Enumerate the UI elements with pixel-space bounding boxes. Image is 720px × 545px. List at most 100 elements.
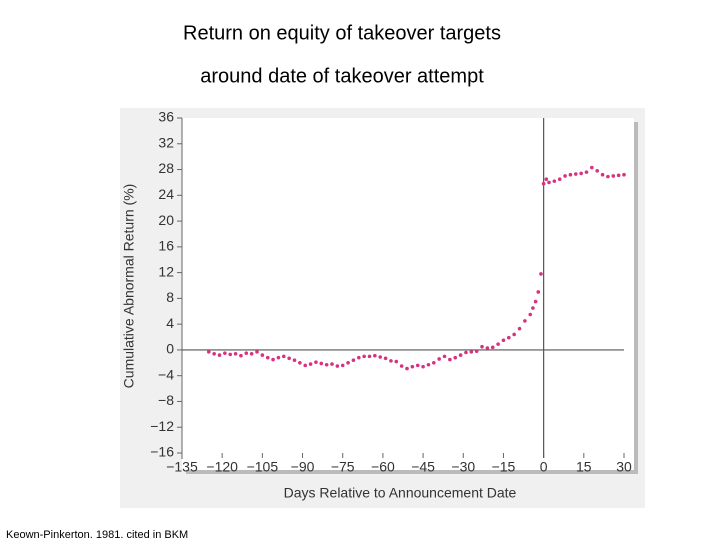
data-point (319, 361, 324, 366)
data-point (298, 361, 302, 365)
data-point (260, 353, 265, 357)
data-point (512, 332, 516, 337)
data-point (405, 366, 409, 371)
data-point (442, 354, 447, 359)
data-point (410, 364, 415, 369)
data-point (523, 319, 527, 323)
x-tick-label: 0 (540, 459, 548, 475)
data-point (271, 357, 275, 362)
data-point (517, 326, 522, 331)
data-point (233, 351, 238, 356)
data-point (453, 355, 458, 360)
y-tick-label: −16 (150, 444, 174, 460)
data-point (212, 351, 216, 356)
data-point (308, 362, 313, 366)
data-point (335, 364, 340, 368)
data-point (437, 357, 441, 361)
data-point (501, 338, 506, 343)
data-point (276, 355, 281, 360)
data-point (314, 360, 318, 364)
x-tick-label: −105 (247, 459, 279, 475)
y-tick-label: −8 (158, 392, 174, 408)
data-point (469, 350, 474, 354)
data-point (292, 358, 297, 363)
data-point (287, 356, 291, 361)
source-note: Keown-Pinkerton. 1981. cited in BKM (6, 529, 188, 540)
data-point (448, 357, 452, 362)
y-axis-label: Cumulative Abnormal Return (%) (121, 184, 137, 389)
x-axis-label: Days Relative to Announcement Date (284, 485, 517, 501)
data-point (539, 272, 543, 276)
data-point (600, 172, 605, 177)
data-point (557, 177, 562, 182)
data-point (595, 169, 600, 173)
y-tick-label: 0 (166, 341, 174, 357)
y-tick-label: 16 (158, 238, 174, 254)
data-point (480, 344, 484, 349)
data-point (206, 350, 211, 354)
data-point (426, 362, 431, 367)
data-point (541, 181, 546, 186)
data-point (622, 172, 626, 177)
data-point (606, 174, 610, 179)
data-point (552, 179, 557, 183)
x-tick-label: 30 (616, 459, 632, 475)
data-point (536, 290, 541, 294)
data-point (568, 172, 573, 177)
data-point (239, 353, 243, 358)
data-point (496, 342, 500, 346)
data-point (584, 170, 589, 174)
data-point (351, 358, 356, 363)
x-tick-label: 15 (576, 459, 592, 475)
data-point (531, 306, 535, 310)
data-point (563, 174, 567, 178)
data-point (432, 361, 436, 365)
x-tick-label: −75 (331, 459, 355, 475)
y-tick-label: 36 (158, 109, 174, 125)
data-point (244, 351, 249, 355)
data-point (547, 180, 551, 185)
x-tick-label: −120 (206, 459, 238, 475)
data-point (458, 353, 463, 357)
data-point (573, 172, 578, 176)
data-point (528, 312, 533, 317)
y-tick-label: 12 (158, 263, 174, 279)
data-point (383, 356, 388, 361)
data-point (474, 349, 479, 354)
data-point (611, 174, 616, 178)
data-point (421, 364, 425, 369)
data-point (367, 354, 372, 359)
plot-panel (182, 118, 634, 470)
y-tick-label: 4 (166, 315, 174, 331)
data-point (255, 350, 259, 354)
y-tick-label: −4 (158, 366, 174, 382)
y-tick-label: −12 (150, 418, 174, 434)
chart-title: Return on equity of takeover targets (183, 22, 501, 44)
data-point (464, 350, 468, 355)
data-point (373, 353, 377, 358)
data-point (533, 299, 538, 304)
data-point (544, 177, 549, 182)
data-point (228, 352, 233, 357)
x-tick-label: −60 (371, 459, 395, 475)
data-point (579, 171, 583, 176)
data-point (217, 353, 222, 357)
y-tick-label: 8 (166, 289, 174, 305)
data-point (265, 355, 270, 360)
data-point (346, 361, 350, 365)
y-tick-label: 32 (158, 134, 174, 150)
data-point (590, 165, 594, 170)
data-point (389, 359, 393, 363)
y-tick-label: 28 (158, 160, 174, 176)
data-point (485, 346, 490, 350)
data-point (362, 354, 366, 359)
x-tick-label: −15 (492, 459, 516, 475)
data-point (281, 354, 286, 359)
x-tick-label: −45 (411, 459, 435, 475)
data-point (507, 335, 511, 340)
data-point (378, 355, 383, 359)
x-tick-label: −135 (166, 459, 198, 475)
data-point (490, 345, 495, 350)
data-point (394, 359, 399, 364)
